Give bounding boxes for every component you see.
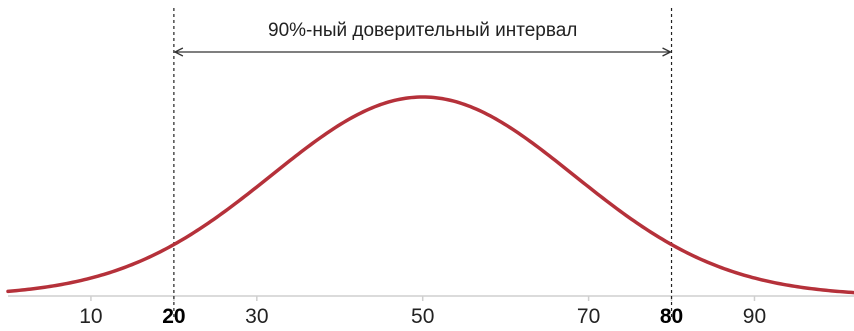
x-tick-label-80: 80 (660, 305, 683, 328)
x-tick-label-70: 70 (577, 305, 600, 328)
x-tick-label-30: 30 (245, 305, 268, 328)
x-tick-label-90: 90 (743, 305, 766, 328)
density-curve (6, 95, 854, 295)
x-tick-label-50: 50 (411, 305, 434, 328)
interval-label: 90%-ный доверительный интервал (268, 20, 577, 41)
x-tick-label-10: 10 (79, 305, 102, 328)
x-tick-label-20: 20 (162, 305, 185, 328)
